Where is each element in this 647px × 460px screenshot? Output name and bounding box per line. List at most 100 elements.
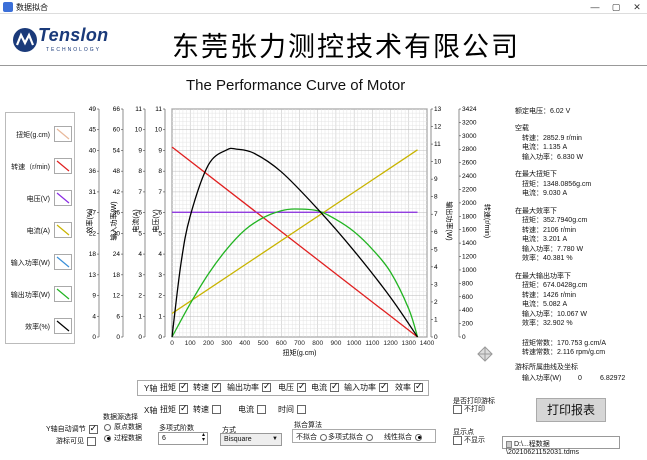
axis-option-label: 输出功率 [227,383,259,392]
left-axis-tick-label: 7 [138,189,142,196]
axis-option-checkbox[interactable] [297,405,306,415]
fit-option[interactable]: 线性拟合 [384,432,425,442]
y-auto-checkbox[interactable] [88,423,98,434]
left-axis-tick-label: 1 [158,313,162,320]
left-axis-tick-label: 6 [158,210,162,217]
axis-option[interactable]: 时间 [278,404,306,415]
axis-option-checkbox[interactable] [379,381,388,393]
legend-swatch-icon[interactable] [54,254,72,270]
right-axis-tick-label: 3200 [462,119,477,126]
cursor-visible-toggle[interactable]: 游标可见 [56,436,96,446]
right-axis-tick-label: 11 [434,141,441,148]
info-section-title: 在最大扭矩下 [515,171,557,178]
fit-option-radio[interactable] [366,433,373,441]
info-value: 转速：1426 r/min [522,291,577,299]
pan-diamond-icon[interactable] [476,345,494,363]
axis-option[interactable]: 转速 [193,404,221,415]
show-points-option[interactable]: 不显示 [453,435,485,445]
axis-option-label: 转速 [193,383,209,392]
spinner-icon[interactable]: ▴ ▾ [201,432,205,443]
left-axis-tick-label: 0 [138,334,142,341]
axis-option[interactable]: 扭矩 [160,381,188,393]
axis-option[interactable]: 电压 [278,381,306,393]
fit-option-label: 线性拟合 [384,434,412,441]
right-axis-tick-label: 1000 [462,267,477,274]
show-points-title: 显示点 [453,429,474,436]
x-tick-label: 800 [312,340,323,347]
axis-option[interactable]: 输出功率 [227,381,271,393]
right-axis-tick-label: 1200 [462,254,477,261]
axis-option[interactable]: 效率 [395,381,423,393]
print-report-button[interactable]: 打印报表 [536,398,606,422]
x-tick-label: 300 [221,340,232,347]
print-cursor-title: 是否打印游标 [453,398,495,405]
axis-option[interactable]: 电流 [311,381,339,393]
legend-item[interactable]: 扭矩(g.cm) [12,124,74,146]
data-source-title: 数据源选择 [103,414,138,421]
left-axis-tick-label: 9 [138,147,142,154]
legend-item[interactable]: 输出功率(W) [11,284,74,306]
cursor-visible-checkbox[interactable] [87,436,96,446]
legend-item[interactable]: 效率(%) [12,316,74,338]
axis-option-checkbox[interactable] [414,381,423,393]
legend-swatch-icon[interactable] [54,318,72,334]
radio-process-data[interactable] [104,434,111,442]
axis-option[interactable]: 输入功率 [344,381,388,393]
method-select[interactable]: Bisquare ▼ [220,433,282,446]
axis-option-checkbox[interactable] [212,405,221,415]
fit-option[interactable]: 多项式拟合 [328,432,376,442]
left-axis-title: 输入功率(W) [109,201,118,240]
axis-option[interactable]: 电流 [238,404,266,415]
legend-item[interactable]: 电流(A) [12,220,74,242]
radio-original-data[interactable] [104,423,111,431]
axis-option[interactable]: 转速 [193,381,221,393]
left-axis-tick-label: 2 [158,293,162,300]
axis-option-checkbox[interactable] [179,403,188,415]
legend-swatch-icon[interactable] [54,222,72,238]
legend-swatch-icon[interactable] [54,126,72,142]
left-axis-tick-label: 9 [92,293,96,300]
right-axis-tick-label: 13 [434,106,442,113]
legend-swatch-icon[interactable] [54,286,72,302]
axis-option-checkbox[interactable] [179,381,188,393]
left-axis-tick-label: 30 [113,230,121,237]
legend-item[interactable]: 输入功率(W) [11,252,74,274]
axis-option[interactable]: 扭矩 [160,403,188,415]
left-axis-tick-label: 11 [135,106,142,113]
right-axis-tick-label: 2600 [462,160,477,167]
poly-order-input[interactable]: 6 ▴ ▾ [158,432,208,445]
data-source-original[interactable]: 原点数据 [104,422,142,432]
legend-item[interactable]: 转速（r/min) [11,156,74,178]
axis-option-checkbox[interactable] [330,381,339,393]
legend-swatch-icon[interactable] [54,158,72,174]
axis-option-checkbox[interactable] [297,381,306,393]
left-axis-tick-label: 22 [89,230,97,237]
data-source-process[interactable]: 过程数据 [104,433,142,443]
print-cursor-option[interactable]: 不打印 [453,404,485,414]
fit-option-radio[interactable] [320,433,327,441]
info-value: 转速：2852.9 r/min [522,134,582,142]
axis-option-checkbox[interactable] [257,405,266,415]
left-axis-tick-label: 36 [89,168,97,175]
legend-item[interactable]: 电压(V) [12,188,74,210]
file-path-field[interactable]: D:\...程数据\20210621152031.tdms [502,436,620,456]
axis-option-checkbox[interactable] [212,381,221,393]
performance-chart[interactable]: 0 100 200 300 400 500 600 700 800 900 1000 1100 1200… [75,96,515,370]
right-axis-tick-label: 400 [462,307,473,314]
fit-option-radio[interactable] [415,433,422,441]
chevron-down-icon: ▼ [272,436,278,442]
logo-mark-icon [13,28,37,52]
info-value: 扭矩：1348.0856g.cm [522,180,592,188]
minimize-button[interactable]: — [590,2,600,12]
show-points-checkbox[interactable] [453,435,462,445]
logo-subtext: TECHNOLOGY [46,47,102,53]
legend-swatch-icon[interactable] [54,190,72,206]
close-button[interactable]: ✕ [633,2,641,12]
maximize-button[interactable]: ▢ [611,2,621,12]
axis-option-checkbox[interactable] [262,381,271,393]
info-value: 电流：9.030 A [522,190,568,197]
y-auto-toggle[interactable]: Y轴自动调节 [46,423,98,434]
fit-option[interactable]: 不拟合 [296,432,330,442]
axis-option-label: 电压 [278,383,294,392]
print-cursor-checkbox[interactable] [453,404,462,414]
